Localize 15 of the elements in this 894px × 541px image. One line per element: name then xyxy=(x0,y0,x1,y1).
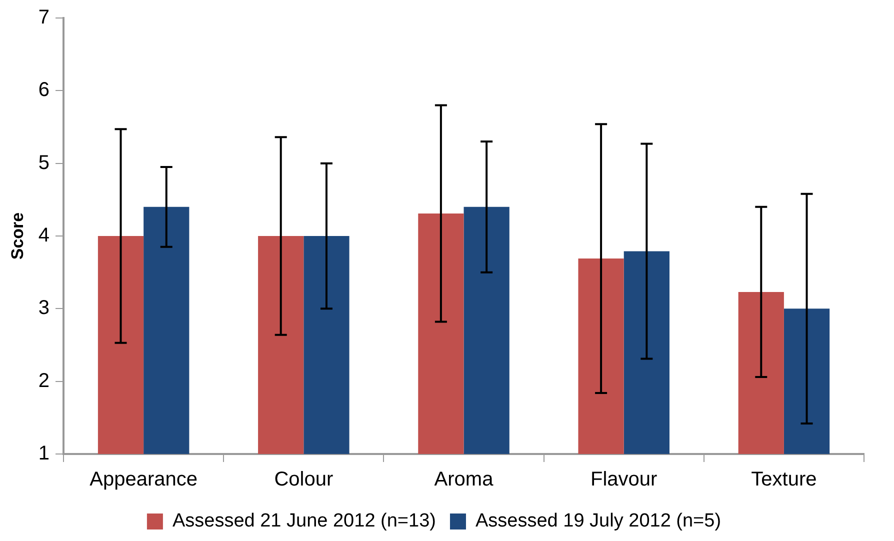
y-tick-label: 1 xyxy=(38,442,50,465)
legend-label: Assessed 21 June 2012 (n=13) xyxy=(172,510,436,532)
y-tick-label: 3 xyxy=(38,297,50,320)
y-tick-label: 7 xyxy=(38,6,50,29)
x-tick-label: Texture xyxy=(751,468,817,491)
y-axis-title: Score xyxy=(8,212,27,260)
x-tick-label: Colour xyxy=(274,468,334,491)
y-tick-label: 4 xyxy=(38,224,50,247)
y-tick-label: 5 xyxy=(38,152,50,174)
y-tick-label: 2 xyxy=(38,370,50,392)
x-tick-label: Flavour xyxy=(590,468,658,491)
legend-label: Assessed 19 July 2012 (n=5) xyxy=(475,510,722,532)
x-tick-label: Aroma xyxy=(434,468,494,491)
x-tick-label: Appearance xyxy=(90,468,198,491)
y-tick-label: 6 xyxy=(38,79,50,102)
